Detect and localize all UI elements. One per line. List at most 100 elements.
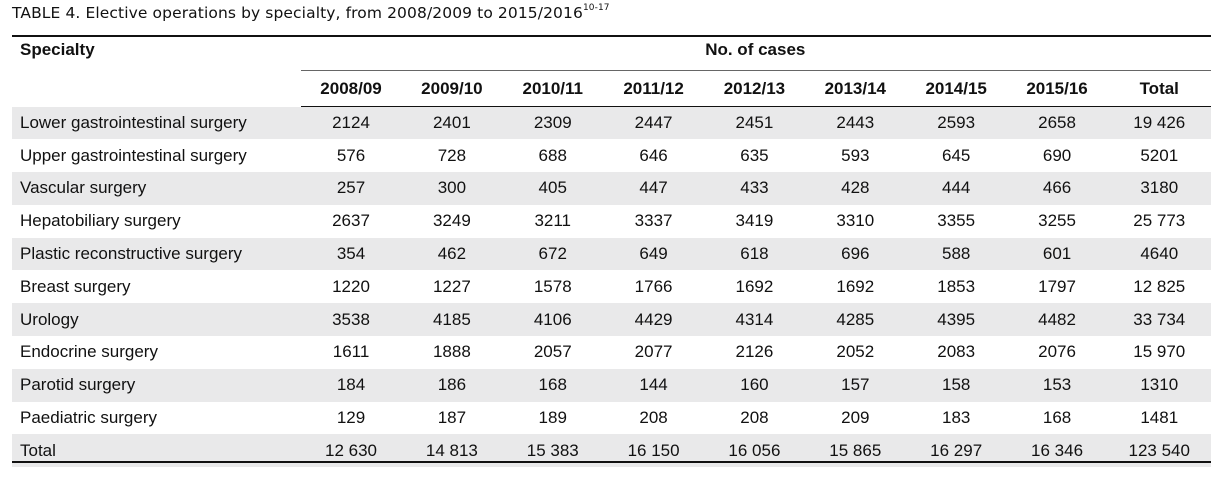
caption-text: TABLE 4. Elective operations by specialt… [12, 4, 583, 22]
value-cell: 1227 [432, 276, 471, 296]
value-cell: 2124 [300, 106, 402, 140]
value-cell: 601 [1006, 237, 1108, 271]
specialty-cell: Vascular surgery [12, 172, 301, 205]
bottom-rule [12, 461, 1211, 463]
value-cell: 688 [538, 145, 567, 165]
value-cell: 576 [336, 145, 366, 165]
table-body: Lower gastrointestinal surgery 2124 2401 23… [12, 106, 1211, 468]
table-row: Plastic reconstructive surgery 354 462 672 6… [12, 237, 1211, 271]
value-cell: 4185 [401, 303, 503, 337]
value-cell: 1888 [432, 342, 471, 362]
value-cell: 257 [300, 172, 402, 205]
specialty-cell: Parotid surgery [12, 368, 301, 402]
value-cell: 696 [804, 237, 906, 271]
table-caption: TABLE 4. Elective operations by specialt… [12, 2, 610, 22]
value-cell: 2443 [804, 106, 906, 140]
value-cell: 144 [603, 368, 704, 402]
value-cell: 4314 [703, 303, 805, 337]
header-year: 2010/11 [502, 70, 604, 107]
table-row: Urology 3538 4185 4106 4429 4314 4285 4395 4482 3… [12, 303, 1211, 337]
value-cell: 447 [603, 172, 704, 205]
value-cell: 33 734 [1107, 303, 1211, 337]
value-cell: 1692 [836, 276, 875, 296]
specialty-cell: Endocrine surgery [20, 342, 158, 362]
value-cell: 635 [740, 145, 769, 165]
value-cell: 15 970 [1133, 342, 1186, 362]
header-year: 2014/15 [905, 70, 1007, 107]
top-rule [12, 35, 1211, 37]
value-cell: 618 [703, 237, 805, 271]
value-cell: 2077 [634, 342, 673, 362]
caption-references: 10-17 [582, 2, 610, 13]
value-cell: 189 [538, 408, 567, 428]
table-row: Lower gastrointestinal surgery 2124 2401 23… [12, 106, 1211, 140]
value-cell: 690 [1042, 145, 1072, 165]
value-cell: 462 [401, 237, 503, 271]
specialty-cell: Plastic reconstructive surgery [12, 237, 301, 271]
value-cell: 354 [300, 237, 402, 271]
value-cell: 208 [740, 408, 769, 428]
value-cell: 4106 [502, 303, 604, 337]
value-cell: 153 [1006, 368, 1108, 402]
value-cell: 3419 [735, 211, 774, 231]
value-cell: 444 [905, 172, 1007, 205]
value-cell: 2401 [401, 106, 503, 140]
value-cell: 187 [437, 408, 467, 428]
value-cell: 160 [703, 368, 805, 402]
value-cell: 184 [300, 368, 402, 402]
value-cell: 588 [905, 237, 1007, 271]
value-cell: 2083 [937, 342, 976, 362]
value-cell: 2447 [603, 106, 704, 140]
value-cell: 168 [1042, 408, 1072, 428]
value-cell: 728 [437, 145, 467, 165]
value-cell: 186 [401, 368, 503, 402]
value-cell: 157 [804, 368, 906, 402]
value-cell: 209 [841, 408, 870, 428]
value-cell: 3255 [1038, 211, 1076, 231]
header-specialty: Specialty [20, 40, 95, 59]
value-cell: 4429 [603, 303, 704, 337]
value-cell: 1853 [937, 276, 976, 296]
value-cell: 1797 [1038, 276, 1076, 296]
table-row: Vascular surgery 257 300 405 447 433 428 444 466… [12, 172, 1211, 205]
value-cell: 25 773 [1133, 211, 1186, 231]
value-cell: 4640 [1107, 237, 1211, 271]
value-cell: 593 [841, 145, 870, 165]
table-row: Parotid surgery 184 186 168 144 160 157 158 153 1… [12, 368, 1211, 402]
value-cell: 3355 [937, 211, 976, 231]
value-cell: 129 [336, 408, 366, 428]
value-cell: 649 [603, 237, 704, 271]
value-cell: 19 426 [1107, 106, 1211, 140]
specialty-cell: Upper gastrointestinal surgery [20, 145, 247, 165]
value-cell: 300 [401, 172, 503, 205]
header-year: 2009/10 [401, 70, 503, 107]
value-cell: 645 [941, 145, 971, 165]
table-row: Breast surgery 1220 1227 1578 1766 1692 1692 18… [12, 270, 1211, 303]
header-year: Total [1107, 70, 1211, 107]
value-cell: 405 [502, 172, 604, 205]
value-cell: 168 [502, 368, 604, 402]
value-cell: 2593 [905, 106, 1007, 140]
table-row: Hepatobiliary surgery 2637 3249 3211 3337 341… [12, 205, 1211, 238]
value-cell: 3180 [1107, 172, 1211, 205]
value-cell: 4395 [905, 303, 1007, 337]
value-cell: 1220 [332, 276, 370, 296]
value-cell: 3337 [634, 211, 673, 231]
value-cell: 3249 [432, 211, 471, 231]
specialty-cell: Breast surgery [20, 276, 131, 296]
value-cell: 1611 [332, 342, 370, 362]
header-no-of-cases: No. of cases [300, 35, 1211, 71]
value-cell: 646 [639, 145, 668, 165]
value-cell: 5201 [1140, 145, 1179, 165]
value-cell: 1766 [634, 276, 673, 296]
specialty-cell: Paediatric surgery [20, 408, 158, 428]
value-cell: 433 [703, 172, 805, 205]
table-row: Endocrine surgery 1611 1888 2057 2077 2126 205… [12, 336, 1211, 369]
value-cell: 183 [941, 408, 971, 428]
value-cell: 2126 [735, 342, 774, 362]
value-cell: 466 [1006, 172, 1108, 205]
value-cell: 4285 [804, 303, 906, 337]
value-cell: 1481 [1140, 408, 1179, 428]
value-cell: 3211 [534, 211, 572, 231]
header-year: 2012/13 [703, 70, 805, 107]
